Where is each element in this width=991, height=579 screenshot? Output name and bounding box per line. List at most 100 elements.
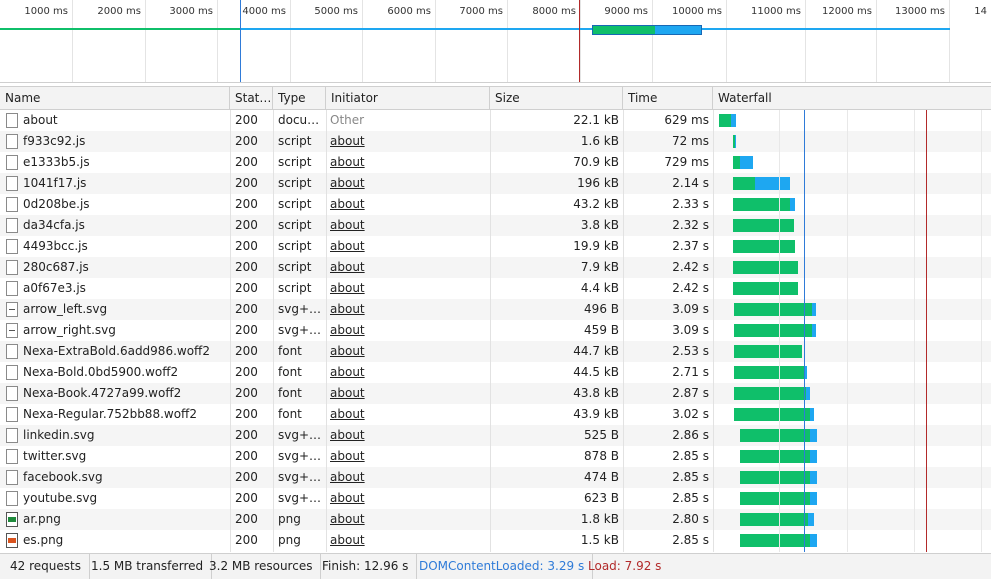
table-row[interactable]: Nexa-ExtraBold.6add986.woff2 200 font about… [0, 341, 991, 362]
request-name[interactable]: 4493bcc.js [23, 239, 88, 253]
table-row[interactable]: 4493bcc.js 200 script about 19.9 kB 2.37 s [0, 236, 991, 257]
waterfall-bar[interactable] [734, 303, 816, 316]
request-name[interactable]: facebook.svg [23, 470, 103, 484]
waterfall-bar[interactable] [733, 198, 795, 211]
request-initiator[interactable]: about [330, 512, 365, 526]
request-name[interactable]: 1041f17.js [23, 176, 87, 190]
request-size: 623 B [584, 491, 619, 505]
request-size: 878 B [584, 449, 619, 463]
waterfall-bar[interactable] [719, 114, 736, 127]
request-initiator[interactable]: about [330, 155, 365, 169]
request-name[interactable]: linkedin.svg [23, 428, 95, 442]
waterfall-bar[interactable] [740, 429, 817, 442]
request-initiator[interactable]: about [330, 491, 365, 505]
request-initiator[interactable]: about [330, 260, 365, 274]
header-time[interactable]: Time [623, 87, 713, 110]
request-type: font [278, 386, 302, 400]
table-row[interactable]: arrow_right.svg 200 svg+… about 459 B 3.09 s [0, 320, 991, 341]
waterfall-bar[interactable] [740, 513, 814, 526]
waterfall-bar[interactable] [733, 135, 736, 148]
request-name[interactable]: Nexa-Book.4727a99.woff2 [23, 386, 182, 400]
request-name[interactable]: Nexa-Bold.0bd5900.woff2 [23, 365, 179, 379]
request-initiator[interactable]: about [330, 218, 365, 232]
request-initiator[interactable]: about [330, 533, 365, 547]
table-row[interactable]: 1041f17.js 200 script about 196 kB 2.14 s [0, 173, 991, 194]
header-waterfall[interactable]: Waterfall [718, 91, 772, 105]
request-name[interactable]: es.png [23, 533, 64, 547]
request-name[interactable]: 280c687.js [23, 260, 89, 274]
table-row[interactable]: youtube.svg 200 svg+… about 623 B 2.85 s [0, 488, 991, 509]
header-initiator[interactable]: Initiator [326, 87, 490, 110]
request-initiator[interactable]: about [330, 407, 365, 421]
header-type[interactable]: Type [273, 87, 326, 110]
waterfall-bar[interactable] [740, 492, 817, 505]
table-row[interactable]: linkedin.svg 200 svg+… about 525 B 2.86 s [0, 425, 991, 446]
header-status[interactable]: Stat… [230, 87, 273, 110]
request-name[interactable]: e1333b5.js [23, 155, 90, 169]
overview-selection[interactable] [592, 25, 702, 35]
table-row[interactable]: ar.png 200 png about 1.8 kB 2.80 s [0, 509, 991, 530]
request-initiator[interactable]: about [330, 344, 365, 358]
request-name[interactable]: arrow_left.svg [23, 302, 108, 316]
waterfall-bar[interactable] [734, 408, 814, 421]
request-type: script [278, 176, 312, 190]
waterfall-bar[interactable] [733, 177, 790, 190]
table-row[interactable]: Nexa-Regular.752bb88.woff2 200 font about 43… [0, 404, 991, 425]
table-row[interactable]: es.png 200 png about 1.5 kB 2.85 s [0, 530, 991, 551]
request-name[interactable]: twitter.svg [23, 449, 87, 463]
overview-load-line [579, 0, 580, 82]
request-initiator[interactable]: about [330, 470, 365, 484]
table-row[interactable]: twitter.svg 200 svg+… about 878 B 2.85 s [0, 446, 991, 467]
request-initiator[interactable]: about [330, 386, 365, 400]
table-row[interactable]: da34cfa.js 200 script about 3.8 kB 2.32 s [0, 215, 991, 236]
request-name[interactable]: youtube.svg [23, 491, 98, 505]
table-row[interactable]: Nexa-Bold.0bd5900.woff2 200 font about 44.5 … [0, 362, 991, 383]
waterfall-bar[interactable] [740, 534, 817, 547]
waterfall-bar[interactable] [734, 324, 816, 337]
overview-gridline [72, 0, 73, 82]
request-initiator[interactable]: about [330, 134, 365, 148]
overview-timeline[interactable]: 1000 ms 2000 ms 3000 ms 4000 ms 5000 ms 6000 … [0, 0, 991, 83]
request-initiator[interactable]: about [330, 281, 365, 295]
table-row[interactable]: a0f67e3.js 200 script about 4.4 kB 2.42 s [0, 278, 991, 299]
request-name[interactable]: about [23, 113, 58, 127]
table-row[interactable]: about 200 docu… Other 22.1 kB 629 ms [0, 110, 991, 131]
request-name[interactable]: 0d208be.js [23, 197, 90, 211]
waterfall-bar[interactable] [733, 261, 798, 274]
table-row[interactable]: facebook.svg 200 svg+… about 474 B 2.85 s [0, 467, 991, 488]
request-name[interactable]: ar.png [23, 512, 61, 526]
svg-icon [6, 302, 18, 317]
request-name[interactable]: f933c92.js [23, 134, 86, 148]
table-row[interactable]: e1333b5.js 200 script about 70.9 kB 729 ms [0, 152, 991, 173]
waterfall-bar[interactable] [734, 366, 807, 379]
table-row[interactable]: 0d208be.js 200 script about 43.2 kB 2.33 s [0, 194, 991, 215]
waterfall-bar[interactable] [734, 387, 810, 400]
request-initiator[interactable]: about [330, 239, 365, 253]
request-initiator[interactable]: about [330, 302, 365, 316]
waterfall-bar[interactable] [734, 345, 802, 358]
waterfall-bar[interactable] [733, 156, 753, 169]
table-row[interactable]: 280c687.js 200 script about 7.9 kB 2.42 s [0, 257, 991, 278]
request-initiator[interactable]: about [330, 323, 365, 337]
waterfall-bar[interactable] [733, 219, 794, 232]
request-name[interactable]: arrow_right.svg [23, 323, 116, 337]
table-row[interactable]: Nexa-Book.4727a99.woff2 200 font about 43.8 … [0, 383, 991, 404]
request-name[interactable]: a0f67e3.js [23, 281, 86, 295]
waterfall-bar[interactable] [733, 282, 798, 295]
request-initiator[interactable]: about [330, 449, 365, 463]
header-name[interactable]: Name [0, 87, 230, 110]
table-row[interactable]: f933c92.js 200 script about 1.6 kB 72 ms [0, 131, 991, 152]
header-size[interactable]: Size [490, 87, 623, 110]
request-name[interactable]: da34cfa.js [23, 218, 85, 232]
waterfall-bar[interactable] [733, 240, 795, 253]
request-initiator[interactable]: about [330, 176, 365, 190]
request-initiator[interactable]: about [330, 197, 365, 211]
table-row[interactable]: arrow_left.svg 200 svg+… about 496 B 3.09 s [0, 299, 991, 320]
request-initiator[interactable]: about [330, 365, 365, 379]
request-name[interactable]: Nexa-ExtraBold.6add986.woff2 [23, 344, 210, 358]
overview-gridline [726, 0, 727, 82]
waterfall-bar[interactable] [740, 471, 817, 484]
request-initiator[interactable]: about [330, 428, 365, 442]
waterfall-bar[interactable] [740, 450, 817, 463]
request-name[interactable]: Nexa-Regular.752bb88.woff2 [23, 407, 197, 421]
